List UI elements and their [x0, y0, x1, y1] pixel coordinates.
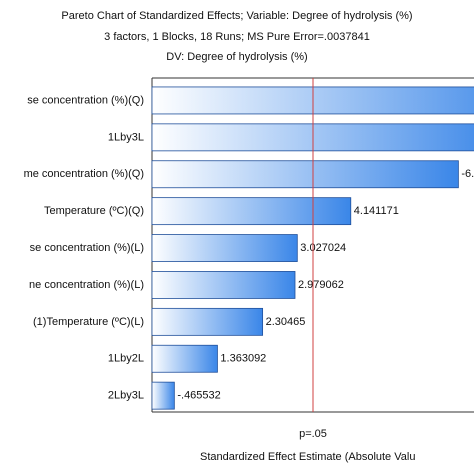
data-label: 1.363092	[220, 353, 266, 365]
y-tick-label: me concentration (%)(Q)	[24, 168, 144, 180]
y-tick-label: se concentration (%)(Q)	[27, 94, 144, 106]
chart-subtitle: 3 factors, 1 Blocks, 18 Runs; MS Pure Er…	[104, 31, 370, 43]
bar	[151, 197, 352, 226]
y-tick-label: (1)Temperature (ºC)(L)	[33, 316, 144, 328]
y-tick-label: Temperature (ºC)(Q)	[44, 205, 144, 217]
bar	[151, 234, 298, 262]
y-tick-label: 2Lby3L	[108, 390, 144, 402]
data-label: 4.141171	[354, 205, 399, 217]
chart-title: Pareto Chart of Standardized Effects; Va…	[61, 10, 412, 22]
bar	[151, 160, 459, 189]
y-tick-label: 1Lby2L	[108, 353, 144, 365]
x-axis-label: Standardized Effect Estimate (Absolute V…	[200, 451, 415, 463]
data-label: -6.383	[461, 168, 474, 180]
data-label: 2.979062	[298, 279, 344, 291]
y-tick-label: 1Lby3L	[108, 131, 144, 143]
y-tick-label: se concentration (%)(L)	[30, 242, 144, 254]
bar	[151, 344, 218, 373]
data-label: 2.30465	[266, 316, 306, 328]
bar	[151, 307, 264, 336]
bar	[151, 271, 296, 299]
data-label: 3.027024	[300, 242, 346, 254]
data-label: -.465532	[177, 390, 220, 402]
y-tick-label: ne concentration (%)(L)	[29, 279, 144, 291]
chart-subtitle: DV: Degree of hydrolysis (%)	[166, 51, 307, 63]
bar	[151, 381, 175, 410]
reference-label: p=.05	[299, 428, 327, 440]
